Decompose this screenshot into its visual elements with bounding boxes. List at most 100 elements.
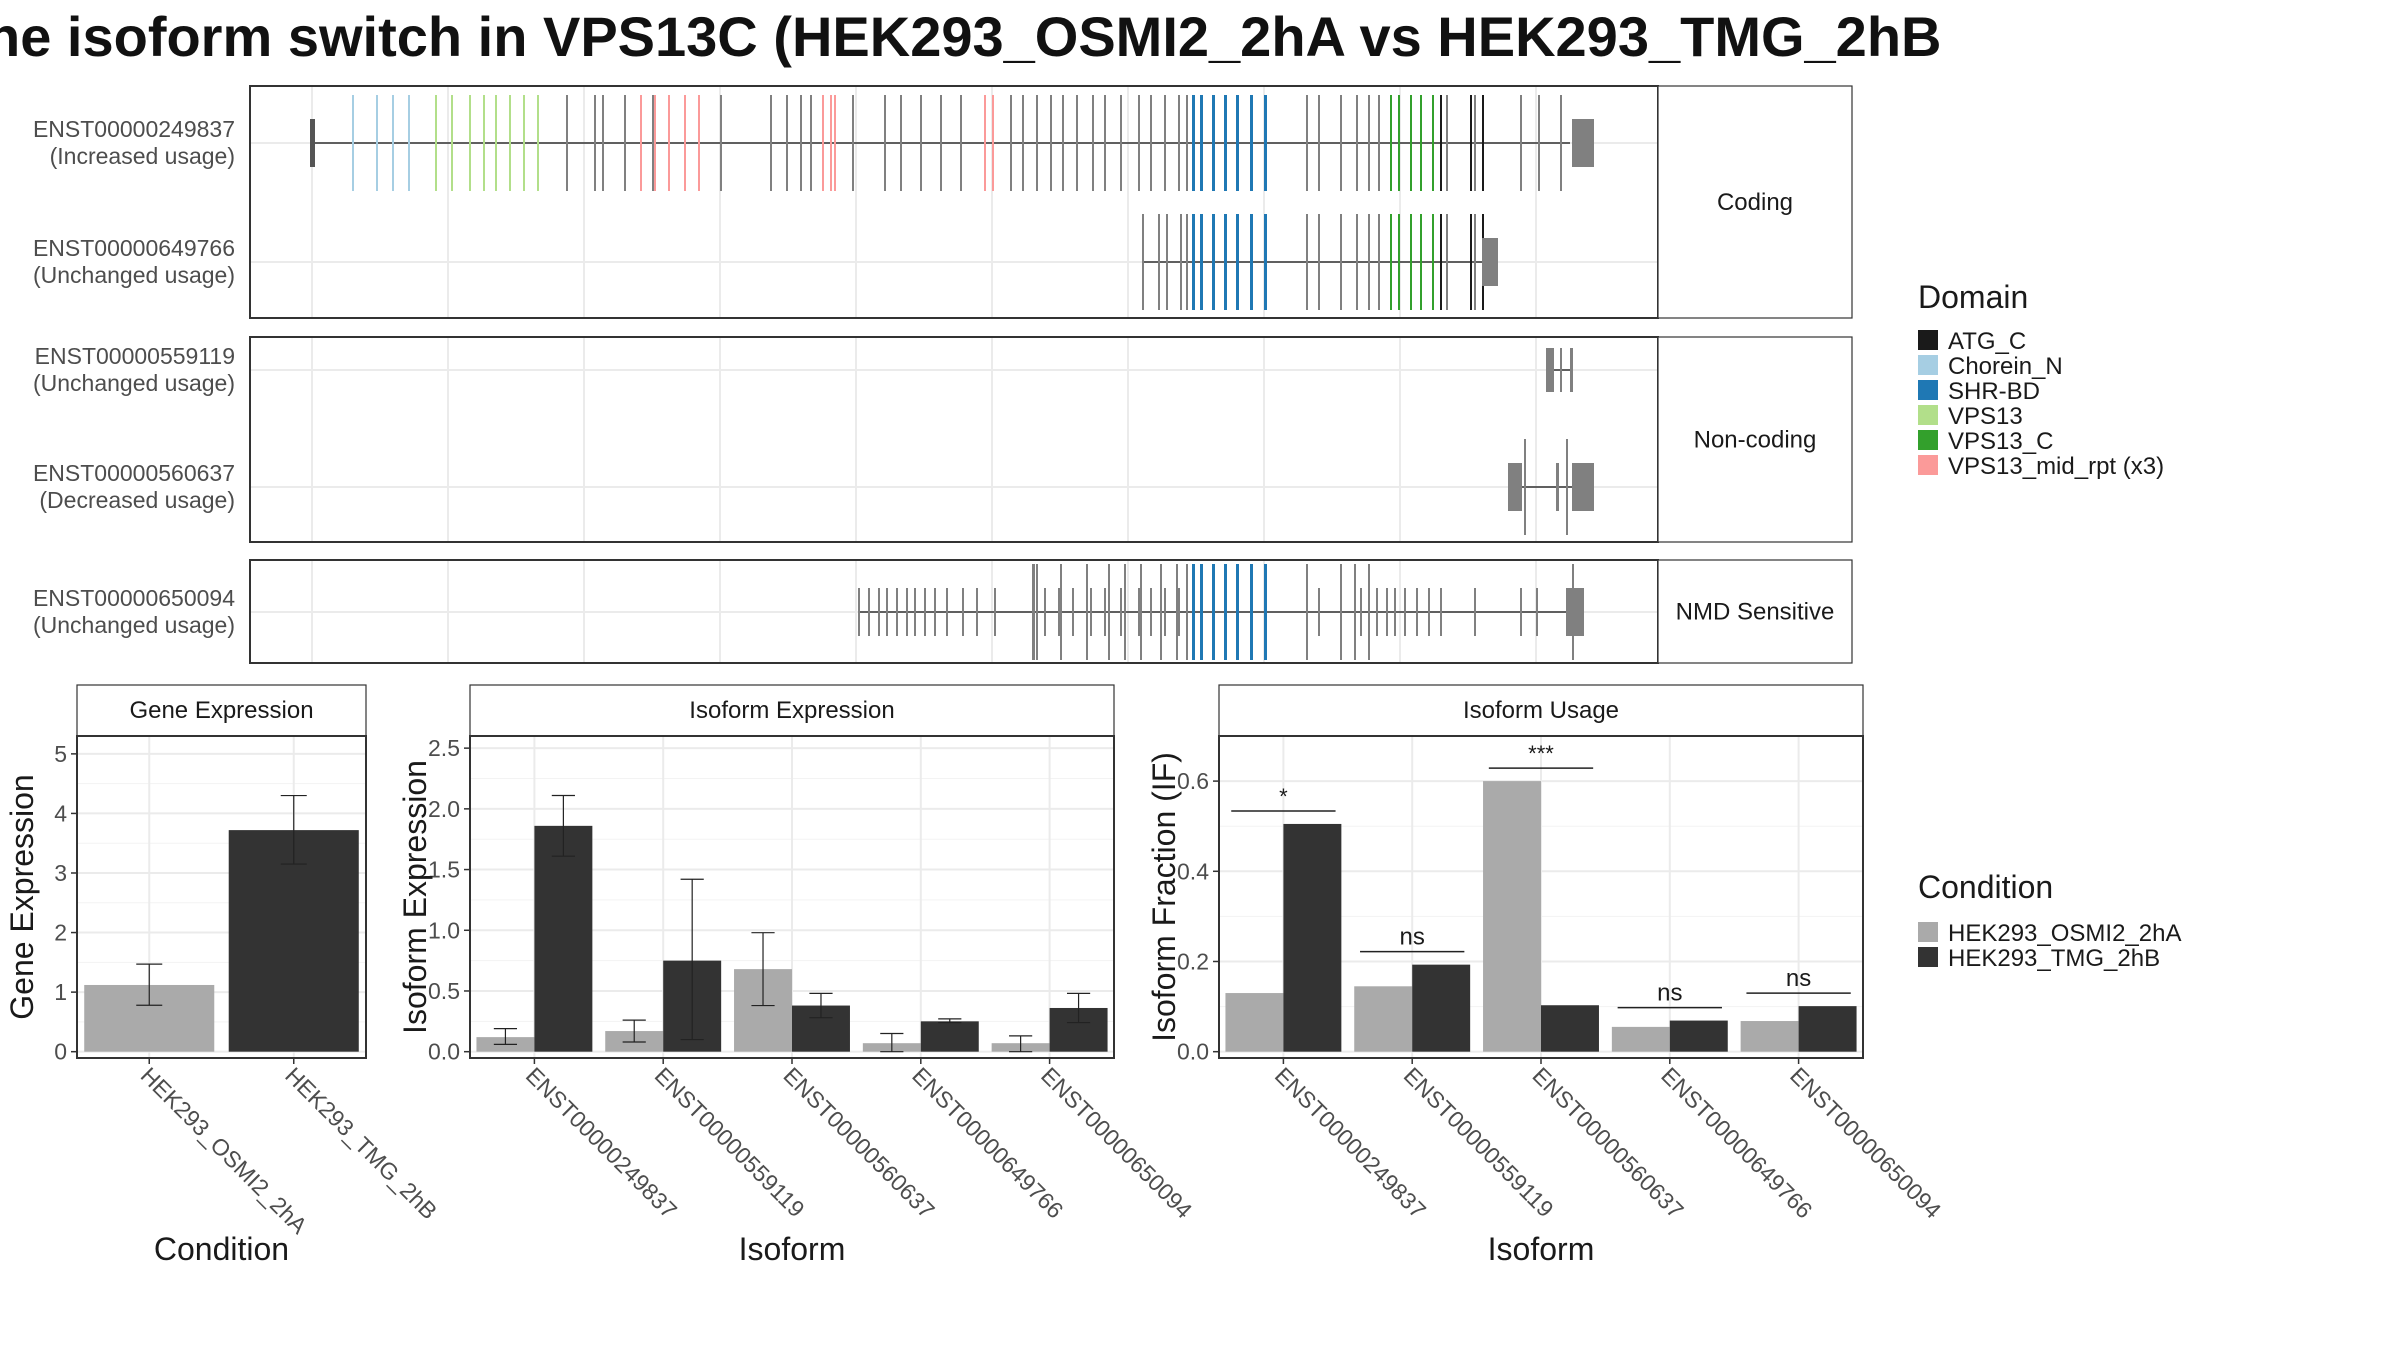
exon-domain-vps13-c xyxy=(1410,214,1412,310)
condition-legend-key xyxy=(1918,922,1938,942)
exon-domain-vps13-mid-rpt xyxy=(830,95,832,191)
domain-legend-label: Chorein_N xyxy=(1948,353,2063,380)
exon xyxy=(1164,95,1166,191)
bar xyxy=(1354,986,1413,1052)
exon xyxy=(1022,95,1024,191)
exon-domain-vps13 xyxy=(495,95,497,191)
transcript-id-label: ENST00000560637 xyxy=(33,460,235,486)
y-tick-label: 0.2 xyxy=(1177,948,1209,974)
exon xyxy=(1340,214,1342,310)
exon xyxy=(914,588,916,636)
domain-legend-key xyxy=(1918,405,1938,425)
exon-domain-shr-bd xyxy=(1264,95,1267,191)
plot-border xyxy=(76,735,367,1059)
x-tick-label: HEK293_OSMI2_2hA xyxy=(136,1062,313,1239)
panel-strip-label: Coding xyxy=(1717,189,1793,216)
exon xyxy=(1376,588,1378,636)
exon xyxy=(852,95,854,191)
panel-strip-label: NMD Sensitive xyxy=(1676,599,1835,626)
expression-charts: Gene Expression 0 1 2 3 4 5 Gene Expression HEK2… xyxy=(4,684,1946,1267)
exon xyxy=(1010,95,1012,191)
exon-domain-atg-c xyxy=(1440,214,1442,310)
exon xyxy=(1090,588,1092,636)
condition-legend-label: HEK293_TMG_2hB xyxy=(1948,945,2160,972)
exon-domain-shr-bd xyxy=(1200,95,1203,191)
exon-domain-shr-bd xyxy=(1236,95,1239,191)
exon-domain-vps13-mid-rpt xyxy=(640,95,642,191)
exon xyxy=(1318,588,1320,636)
exon-domain-shr-bd xyxy=(1200,214,1203,310)
exon xyxy=(994,588,996,636)
exon xyxy=(1354,564,1356,660)
exon xyxy=(602,95,604,191)
y-tick-label: 0.0 xyxy=(1177,1039,1209,1065)
exon xyxy=(1176,564,1178,660)
y-tick-label: 2.0 xyxy=(428,796,460,822)
exon-domain-shr-bd xyxy=(1212,95,1215,191)
exon-domain-vps13-mid-rpt xyxy=(668,95,670,191)
exon xyxy=(1474,588,1476,636)
bar xyxy=(1483,781,1541,1052)
exon-domain-shr-bd xyxy=(1236,214,1239,310)
exon xyxy=(1474,95,1476,191)
y-tick-label: 0.4 xyxy=(1177,858,1209,884)
y-tick-label: 0.6 xyxy=(1177,768,1209,794)
y-tick-label: 0.5 xyxy=(428,978,460,1004)
exon xyxy=(1356,95,1358,191)
transcript-usage-label: (Unchanged usage) xyxy=(33,612,235,638)
domain-legend-key xyxy=(1918,430,1938,450)
exon xyxy=(934,588,936,636)
exon xyxy=(1416,588,1418,636)
exon xyxy=(1340,95,1342,191)
exon xyxy=(1404,588,1406,636)
y-tick-label: 5 xyxy=(54,741,67,767)
exon xyxy=(1360,588,1362,636)
exon xyxy=(1368,564,1370,660)
y-axis-label: Isoform Fraction (IF) xyxy=(1146,752,1182,1042)
significance-label: *** xyxy=(1528,741,1554,766)
chart-title: Isoform Usage xyxy=(1463,697,1619,724)
exon-domain-atg-c xyxy=(1470,214,1472,310)
significance-label: ns xyxy=(1400,924,1425,951)
panel-strip-label: Non-coding xyxy=(1694,427,1817,454)
exon xyxy=(1104,95,1106,191)
exon-domain-atg-c xyxy=(1470,95,1472,191)
exon xyxy=(1566,439,1568,535)
transcript-usage-label: (Unchanged usage) xyxy=(33,370,235,396)
transcript-model-ENST00000560637 xyxy=(1508,439,1594,535)
exon xyxy=(1104,588,1106,636)
significance-label: * xyxy=(1279,784,1288,809)
exon xyxy=(1178,95,1180,191)
exon-domain-vps13-mid-rpt xyxy=(684,95,686,191)
exon xyxy=(1138,95,1140,191)
exon xyxy=(976,588,978,636)
exon-domain-shr-bd xyxy=(1192,214,1195,310)
exon xyxy=(900,95,902,191)
exon-domain-vps13-mid-rpt xyxy=(992,95,994,191)
y-tick-label: 0 xyxy=(54,1039,67,1065)
bar xyxy=(228,830,359,1052)
exon-domain-vps13-c xyxy=(1398,95,1400,191)
exon xyxy=(946,588,948,636)
exon xyxy=(884,95,886,191)
exon xyxy=(886,588,888,636)
panel-strip xyxy=(1657,85,1853,319)
y-tick-label: 1.0 xyxy=(428,917,460,943)
exon xyxy=(1368,214,1370,310)
bar xyxy=(920,1021,979,1052)
exon xyxy=(896,588,898,636)
exon-domain-shr-bd xyxy=(1224,214,1227,310)
exon xyxy=(624,95,626,191)
bar xyxy=(1611,1026,1670,1052)
bar-chart-gene-expression: Gene Expression 0 1 2 3 4 5 Gene Expression HEK2… xyxy=(4,684,442,1267)
y-axis-label: Gene Expression xyxy=(4,774,40,1019)
transcript-structure-panels: Coding ENST00000249837(Increased usage) EN… xyxy=(33,85,1853,664)
significance-label: ns xyxy=(1786,965,1811,992)
exon xyxy=(1556,463,1559,511)
x-axis-label: Condition xyxy=(154,1231,289,1267)
exon-domain-atg-c xyxy=(1482,95,1484,191)
utr-block xyxy=(1566,588,1584,636)
exon xyxy=(1318,214,1320,310)
exon-domain-shr-bd xyxy=(1250,214,1253,310)
y-tick-label: 4 xyxy=(54,800,67,826)
